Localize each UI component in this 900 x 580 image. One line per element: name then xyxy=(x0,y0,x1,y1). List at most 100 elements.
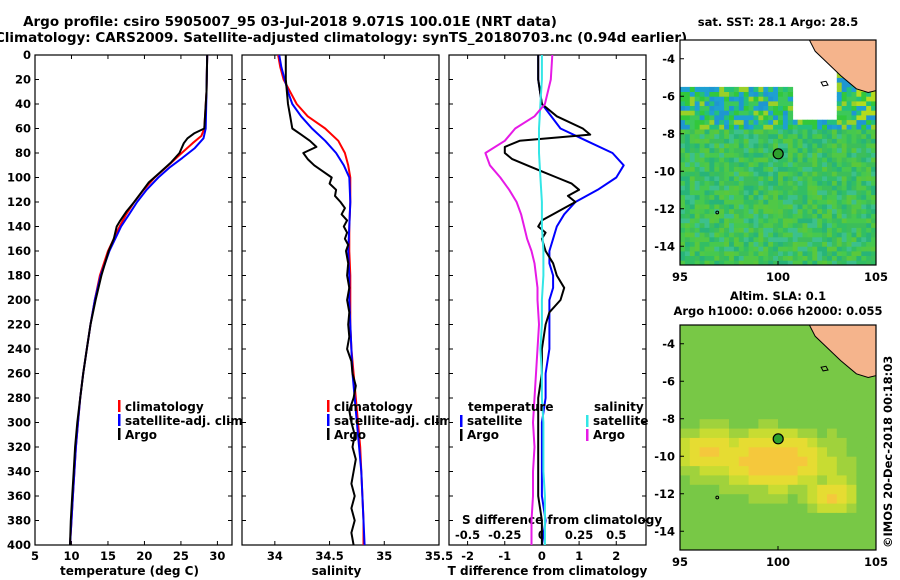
y-tick-label: 180 xyxy=(7,269,31,283)
y-tick-label: 380 xyxy=(7,514,31,528)
series-satellite-adj-clim- xyxy=(278,55,366,545)
title-line-1: Argo profile: csiro 5905007_95 03-Jul-20… xyxy=(23,14,557,30)
legend-swatch xyxy=(460,429,463,441)
map-panels: 95 100 105 -4 -6 -8 -10 -12 -14 sat. SST: 28.1 Ar… xyxy=(654,15,888,569)
y-tick-label: 80 xyxy=(15,146,31,160)
x-tick-label: -2 xyxy=(461,549,474,563)
legend-label: climatology xyxy=(125,400,204,414)
y-tick-label: 40 xyxy=(15,97,31,111)
land-sumatra xyxy=(808,325,876,379)
legend-label: Argo xyxy=(467,428,499,442)
map-sla_map: 95 100 105 -4 -6 -8 -10 -12 -14 Altim. SLA: 0.1Ar… xyxy=(654,289,888,569)
legend-swatch xyxy=(586,415,589,427)
x-tick-label: 1 xyxy=(575,549,583,563)
island-enggano xyxy=(820,365,829,372)
series-argo xyxy=(284,55,357,545)
map-y-tick-label: -12 xyxy=(654,487,675,501)
map-title-line-1: Altim. SLA: 0.1 xyxy=(730,289,826,303)
legend-label: satellite xyxy=(467,414,522,428)
series-s-satellite xyxy=(538,55,546,545)
legend-label: climatology xyxy=(334,400,413,414)
legend-swatch xyxy=(118,414,121,426)
island-cocos xyxy=(715,495,720,500)
s-tick-label: 0.25 xyxy=(565,528,593,542)
legend-swatch xyxy=(118,400,121,412)
legend-label: satellite-adj. clim. xyxy=(125,414,247,428)
argo-position-marker xyxy=(772,433,784,445)
legend-swatch xyxy=(327,400,330,412)
x-tick-label: 2 xyxy=(612,549,620,563)
map-y-tick-label: -6 xyxy=(662,89,675,103)
panel-temperature: 0 20 40 60 80 100 120 140 160 180 200 220 240 260 280 3… xyxy=(7,48,247,578)
y-tick-label: 300 xyxy=(7,416,31,430)
legend-label: Argo xyxy=(125,428,157,442)
x-tick-label: 25 xyxy=(173,549,189,563)
y-tick-label: 400 xyxy=(7,538,31,552)
legend-swatch xyxy=(460,415,463,427)
y-tick-label: 60 xyxy=(15,122,31,136)
island-cocos xyxy=(715,210,720,215)
map-x-tick-label: 105 xyxy=(864,555,888,569)
map-x-tick-label: 105 xyxy=(864,270,888,284)
y-tick-label: 120 xyxy=(7,195,31,209)
s-axis-label: S difference from climatology xyxy=(462,513,662,527)
map-y-tick-label: -6 xyxy=(662,374,675,388)
land-sumatra xyxy=(808,40,876,94)
y-tick-label: 160 xyxy=(7,244,31,258)
y-tick-label: 280 xyxy=(7,391,31,405)
argo-position-marker xyxy=(772,148,784,160)
legend-label: Argo xyxy=(334,428,366,442)
legend-heading-temperature: temperature xyxy=(468,400,553,414)
y-tick-label: 360 xyxy=(7,489,31,503)
legend-label: satellite-adj. clim. xyxy=(334,414,456,428)
legend-heading-salinity: salinity xyxy=(594,400,644,414)
plot-frame xyxy=(448,54,647,546)
profile-panels: 0204060801001201401601802002202402602803… xyxy=(7,48,662,578)
legend-label: satellite xyxy=(593,414,648,428)
x-tick-label: 35 xyxy=(376,549,392,563)
title-line-2: Climatology: CARS2009. Satellite-adjuste… xyxy=(0,30,687,46)
legend-swatch xyxy=(327,428,330,440)
map-x-tick-label: 95 xyxy=(672,270,688,284)
panel-salinity: 34 34.5 35 35.5 salinity climatologysatellite… xyxy=(241,54,456,578)
y-tick-label: 320 xyxy=(7,440,31,454)
map-sst_map: 95 100 105 -4 -6 -8 -10 -12 -14 sat. SST: 28.1 Ar… xyxy=(654,15,888,284)
y-tick-label: 140 xyxy=(7,220,31,234)
map-y-tick-label: -8 xyxy=(662,127,675,141)
legend-swatch xyxy=(327,414,330,426)
map-y-tick-label: -8 xyxy=(662,412,675,426)
map-y-tick-label: -4 xyxy=(662,337,675,351)
plot-frame xyxy=(241,54,440,546)
s-tick-label: -0.5 xyxy=(455,528,480,542)
y-tick-label: 240 xyxy=(7,342,31,356)
x-tick-label: 34.5 xyxy=(315,549,343,563)
imos-credit: ©IMOS 20-Dec-2018 00:18:03 xyxy=(881,356,895,548)
x-tick-label: 34 xyxy=(267,549,283,563)
map-y-tick-label: -10 xyxy=(654,164,675,178)
legend-swatch xyxy=(118,428,121,440)
x-tick-label: 5 xyxy=(31,549,39,563)
x-tick-label: 20 xyxy=(136,549,152,563)
series-s-argo xyxy=(484,55,554,545)
map-title-line-2: Argo h1000: 0.066 h2000: 0.055 xyxy=(673,304,882,318)
x-tick-label: 35.5 xyxy=(425,549,453,563)
legend-label: Argo xyxy=(593,428,625,442)
map-x-tick-label: 95 xyxy=(672,555,688,569)
map-x-tick-label: 100 xyxy=(766,270,790,284)
legend-swatch xyxy=(586,429,589,441)
y-tick-label: 100 xyxy=(7,171,31,185)
map-y-tick-label: -14 xyxy=(654,524,675,538)
x-tick-label: -1 xyxy=(498,549,511,563)
y-tick-label: 220 xyxy=(7,318,31,332)
map-x-tick-label: 100 xyxy=(766,555,790,569)
x-tick-label: 0 xyxy=(538,549,546,563)
x-tick-label: 10 xyxy=(63,549,79,563)
map-title: sat. SST: 28.1 Argo: 28.5 xyxy=(698,15,858,29)
series-argo xyxy=(69,55,209,545)
x-axis-label: temperature (deg C) xyxy=(60,564,199,578)
y-tick-label: 0 xyxy=(23,48,31,62)
y-tick-label: 200 xyxy=(7,293,31,307)
panel-difference: -2 -1 0 1 2T difference from climatology S di… xyxy=(448,54,662,578)
x-tick-label: 15 xyxy=(100,549,116,563)
